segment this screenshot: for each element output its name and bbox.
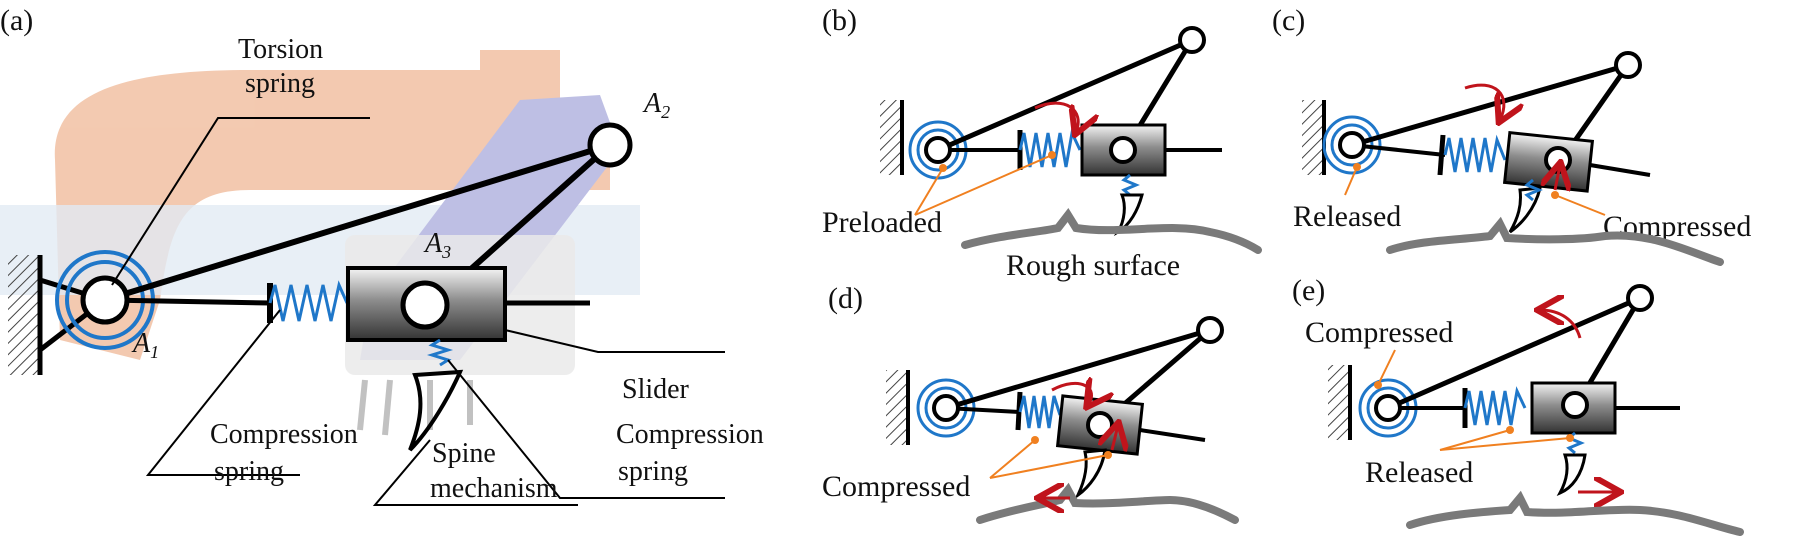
label-compressed-d: Compressed	[822, 470, 970, 503]
label-compression-spring-left-2: spring	[214, 456, 284, 487]
label-rough-surface: Rough surface	[1006, 249, 1180, 282]
joint-label-a3: A3	[423, 228, 451, 262]
panel-a: (a)	[0, 4, 764, 506]
panel-d: (d) Compressed	[822, 282, 1239, 524]
panel-c: (c) Released Compressed	[1272, 4, 1751, 266]
label-released-e: Released	[1365, 456, 1473, 489]
label-released-c: Released	[1293, 200, 1401, 233]
panel-b-label: (b)	[822, 4, 857, 37]
spine-a	[408, 369, 464, 452]
spring-b	[1018, 128, 1082, 168]
joint-label-a1: A1	[131, 328, 159, 362]
panel-d-label: (d)	[828, 282, 863, 315]
label-compression-spring-right-1: Compression	[616, 419, 764, 450]
label-spine-1: Spine	[432, 438, 496, 469]
joint-a2	[587, 122, 633, 168]
joint-label-a2: A2	[642, 88, 670, 122]
label-torsion-spring-2: spring	[245, 68, 315, 99]
label-preloaded: Preloaded	[822, 206, 942, 239]
label-torsion-spring-1: Torsion	[238, 34, 323, 65]
panel-e-label: (e)	[1292, 274, 1325, 307]
panel-a-label: (a)	[0, 4, 33, 37]
joint-a1	[80, 275, 130, 325]
label-spine-2: mechanism	[430, 473, 558, 504]
panel-c-label: (c)	[1272, 4, 1305, 37]
panel-e: (e) Compressed Released	[1292, 274, 1744, 536]
link-a1-a2	[104, 142, 611, 303]
label-compressed-e: Compressed	[1305, 316, 1453, 349]
label-compression-spring-left-1: Compression	[210, 419, 358, 450]
panel-b: (b) Preloaded Rough surface	[822, 4, 1262, 282]
compression-spring-a	[268, 280, 349, 322]
label-slider: Slider	[622, 374, 690, 405]
rough-surface-b	[961, 207, 1262, 254]
wall-hatch	[8, 255, 38, 375]
label-compression-spring-right-2: spring	[618, 456, 688, 487]
rod-a	[104, 297, 271, 306]
robot-photo-background	[0, 50, 640, 436]
joint-a3	[400, 280, 450, 330]
